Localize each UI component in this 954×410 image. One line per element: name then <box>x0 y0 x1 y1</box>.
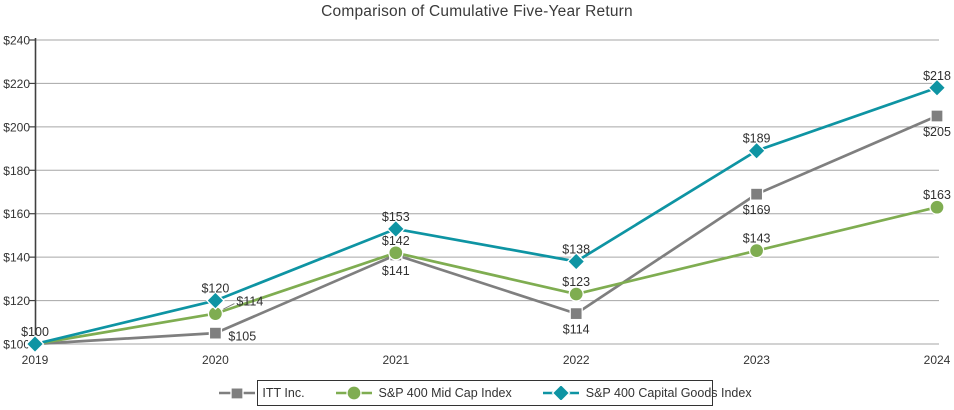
y-tick-label: $240 <box>3 34 30 48</box>
data-point-marker <box>929 199 945 215</box>
legend-item-s-p-400-capital-goods-index: S&P 400 Capital Goods Index <box>542 386 752 400</box>
data-point-marker <box>748 242 765 259</box>
data-point-label: $153 <box>382 210 410 224</box>
data-point-label: $163 <box>923 188 951 202</box>
data-point-marker <box>386 219 406 239</box>
data-point-label: $120 <box>201 282 229 296</box>
data-point-marker <box>569 306 583 321</box>
data-point-label: $218 <box>923 69 951 83</box>
data-point-marker <box>388 245 404 261</box>
y-axis: $100 $120 $140 $160 $180 $200 $220 $240 <box>3 34 37 352</box>
legend: ITT Inc. S&P 400 Mid Cap Index S&P 400 Cap… <box>219 380 752 406</box>
data-point-label: $169 <box>743 203 771 217</box>
legend-item-itt-inc: ITT Inc. <box>218 386 305 400</box>
data-point-label: $114 <box>236 295 263 309</box>
data-point-marker <box>747 141 767 161</box>
data-point-marker <box>551 386 571 400</box>
data-point-label: $142 <box>382 234 410 248</box>
data-point-label: $205 <box>923 125 951 139</box>
data-point-label: $189 <box>743 132 771 146</box>
data-point-label: $105 <box>228 330 256 344</box>
data-point-label: $123 <box>562 275 590 289</box>
legend-item-s-p-400-mid-cap-index: S&P 400 Mid Cap Index <box>335 386 512 400</box>
square-marker-icon <box>219 387 256 400</box>
data-point-label: $100 <box>21 325 49 339</box>
series-line-itt-inc <box>33 114 939 346</box>
data-point-marker <box>205 291 225 310</box>
data-point-marker <box>568 286 584 302</box>
circle-marker-icon <box>335 386 372 400</box>
data-point-marker <box>749 187 764 201</box>
series-line-s-p-400-capital-goods-index <box>33 86 939 346</box>
data-point-marker <box>566 252 586 271</box>
data-point-label: $138 <box>562 242 590 256</box>
legend-item-label: ITT Inc. <box>262 386 305 400</box>
data-point-marker <box>927 78 947 98</box>
x-tick-label: 2023 <box>743 353 770 367</box>
series-markers-s-p-400-capital-goods-index <box>25 78 947 354</box>
y-tick-label: $160 <box>3 207 30 221</box>
x-tick-label: 2019 <box>22 353 49 367</box>
y-tick-label: $120 <box>3 294 30 308</box>
y-tick-label: $100 <box>3 338 30 352</box>
data-point-label: $141 <box>382 264 410 278</box>
series-markers-itt-inc <box>28 109 944 351</box>
data-point-marker <box>25 334 45 354</box>
y-tick-label: $200 <box>3 120 30 134</box>
legend-item-label: S&P 400 Mid Cap Index <box>378 386 512 400</box>
data-point-marker <box>345 386 362 400</box>
data-point-marker <box>230 387 245 400</box>
series-labels-s-p-400-capital-goods-index: $100 $120 $153 $138 $189 $218 <box>21 69 951 339</box>
series-markers-s-p-400-mid-cap-index <box>27 199 945 352</box>
y-tick-label: $220 <box>3 77 30 91</box>
data-point-marker <box>208 326 223 340</box>
series-labels-itt-inc: $105 $141 $114 $169 $205 <box>228 125 951 344</box>
legend-item-label: S&P 400 Capital Goods Index <box>585 386 752 400</box>
chart-title: Comparison of Cumulative Five-Year Retur… <box>321 3 633 20</box>
data-point-label: $114 <box>563 323 590 337</box>
x-tick-label: 2022 <box>563 353 590 367</box>
series-labels-s-p-400-mid-cap-index: $114 $142 $123 $143 $163 <box>223 188 951 310</box>
x-tick-label: 2020 <box>202 353 229 367</box>
gridlines <box>35 39 939 345</box>
x-tick-label: 2024 <box>924 353 951 367</box>
y-tick-label: $140 <box>3 251 30 265</box>
label-leader-line <box>223 303 235 310</box>
x-axis: 2019 2020 2021 2022 2023 2024 <box>22 353 951 367</box>
data-point-label: $143 <box>743 232 771 246</box>
series-line-s-p-400-mid-cap-index <box>33 205 939 346</box>
diamond-marker-icon <box>542 386 579 400</box>
data-point-marker <box>930 109 944 123</box>
y-tick-label: $180 <box>3 164 30 178</box>
x-tick-label: 2021 <box>382 353 409 367</box>
